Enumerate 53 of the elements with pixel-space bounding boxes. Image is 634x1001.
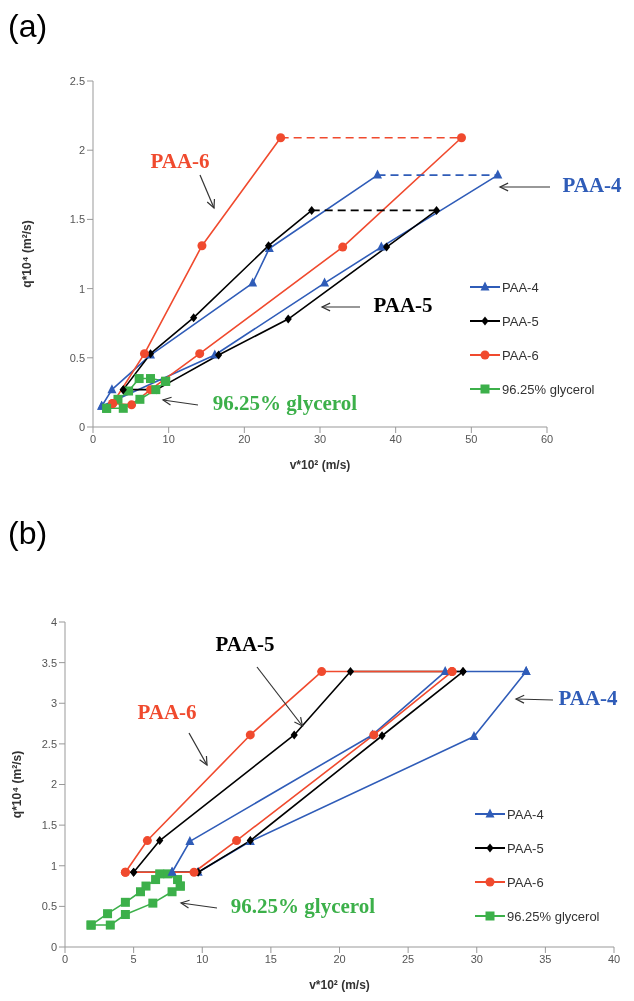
x-tick-label: 20	[333, 952, 346, 965]
x-tick-label: 50	[465, 432, 478, 445]
x-tick-label: 20	[238, 432, 251, 445]
x-tick-label: 25	[402, 952, 415, 965]
y-tick-label: 0	[50, 940, 57, 953]
y-tick-label: 2	[78, 144, 85, 157]
legend-label: PAA-4	[502, 279, 539, 295]
annotation: PAA-6	[137, 699, 197, 724]
y-tick-label: 3.5	[41, 656, 57, 669]
annotation: 96.25% glycerol	[212, 390, 358, 415]
y-tick-label: 2.5	[41, 737, 57, 750]
y-tick-label: 2.5	[69, 74, 85, 87]
x-tick-label: 0	[61, 952, 69, 965]
y-tick-label: 1.5	[41, 819, 57, 832]
legend-label: PAA-6	[507, 874, 544, 890]
y-tick-label: 0.5	[69, 351, 85, 364]
x-tick-label: 30	[313, 432, 327, 445]
y-tick-label: 0.5	[41, 900, 57, 913]
y-tick-label: 1	[78, 282, 85, 295]
x-tick-label: 0	[89, 432, 97, 445]
x-tick-label: 5	[130, 952, 137, 965]
x-tick-label: 10	[196, 952, 209, 965]
legend-label: PAA-6	[502, 347, 539, 363]
legend-label: PAA-4	[507, 806, 544, 822]
x-tick-label: 30	[470, 952, 483, 965]
chart-title: (a)	[8, 8, 48, 45]
y-tick-label: 3	[50, 697, 57, 710]
x-tick-label: 35	[539, 952, 552, 965]
legend-label: 96.25% glycerol	[507, 908, 600, 924]
annotation: 96.25% glycerol	[230, 893, 376, 918]
x-tick-label: 40	[607, 952, 621, 965]
y-axis-title: q*10⁴ (m²/s)	[10, 750, 25, 819]
x-tick-label: 60	[540, 432, 554, 445]
annotation: PAA-5	[373, 292, 433, 317]
x-axis-title: v*10² (m/s)	[309, 978, 370, 992]
annotation: PAA-5	[215, 631, 275, 656]
annotation: PAA-6	[150, 148, 210, 173]
legend-label: 96.25% glycerol	[502, 381, 595, 397]
legend-label: PAA-5	[507, 840, 544, 856]
x-axis-title: v*10² (m/s)	[289, 458, 351, 472]
x-tick-label: 40	[389, 432, 402, 445]
chart-title: (b)	[8, 515, 48, 552]
annotation: PAA-4	[558, 685, 619, 710]
x-tick-label: 10	[162, 432, 175, 445]
x-tick-label: 15	[264, 952, 277, 965]
y-tick-label: 1	[50, 859, 57, 872]
y-tick-label: 2	[50, 778, 57, 791]
y-tick-label: 1.5	[69, 213, 85, 226]
y-tick-label: 4	[50, 615, 57, 628]
y-tick-label: 0	[78, 420, 85, 433]
y-axis-title: q*10⁴ (m²/s)	[20, 220, 35, 288]
text: PAA-4	[562, 172, 623, 197]
legend-label: PAA-5	[502, 313, 539, 329]
